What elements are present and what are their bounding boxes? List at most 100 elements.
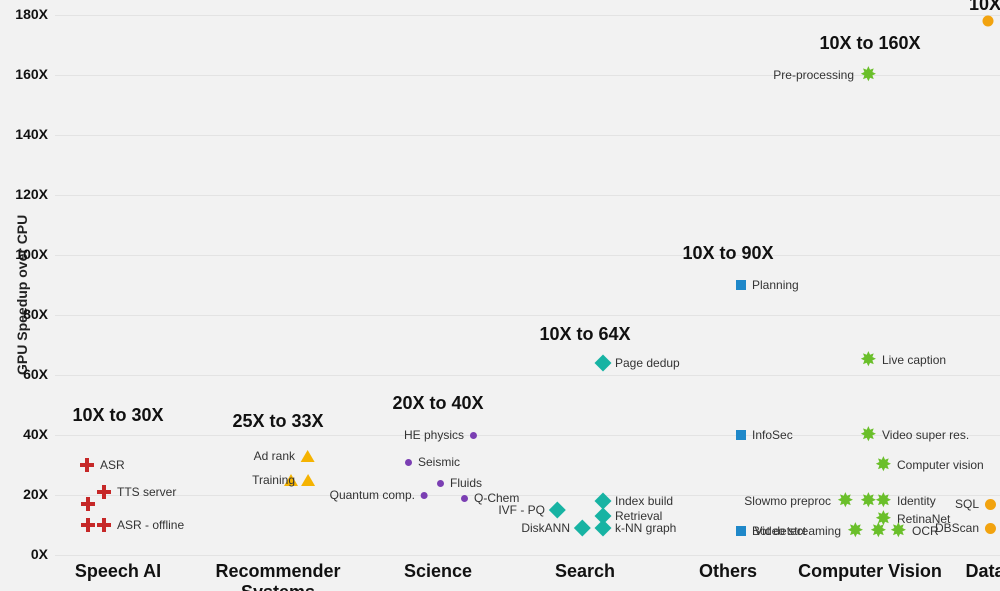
group-range-label: 10X to 160X [819,33,920,54]
y-tick-label: 40X [6,426,48,442]
y-tick-label: 160X [6,66,48,82]
triangle-marker [301,474,315,486]
data-point: TTS server [97,485,176,499]
data-point: DiskANN [521,521,588,535]
plus-marker [81,497,95,511]
y-tick-label: 20X [6,486,48,502]
data-point: Video streaming ✸ [755,523,864,539]
y-tick-label: 180X [6,6,48,22]
point-label: Index build [615,494,673,508]
data-point: ASR [80,458,125,472]
data-point: ✸ Video super res. [860,427,969,443]
star-marker: ✸ [875,493,891,509]
circle-marker [985,523,996,534]
group-range-label: 10X [969,0,1000,15]
y-tick-label: 140X [6,126,48,142]
data-point: ✸ [870,523,886,539]
y-tick-label: 60X [6,366,48,382]
point-label: Identity [897,494,936,508]
point-label: Video streaming [755,524,842,538]
point-label: k-NN graph [615,521,676,535]
diamond-marker [595,520,612,537]
data-point [81,497,95,511]
point-label: Computer vision [897,458,984,472]
gpu-speedup-chart: GPU Speedup over CPU0X20X40X60X80X100X12… [0,0,1000,591]
data-point: Ad rank [254,449,315,463]
y-axis-label: GPU Speedup over CPU [14,215,30,375]
triangle-marker [301,450,315,462]
point-label: Training [252,473,295,487]
dot-marker [470,432,477,439]
data-point: Index build [597,494,673,508]
data-point: k-NN graph [597,521,676,535]
star-marker: ✸ [890,523,906,539]
star-marker: ✸ [860,493,876,509]
point-label: HE physics [404,428,464,442]
grid-line [55,135,1000,136]
star-marker: ✸ [860,352,876,368]
data-point: SQL [955,497,996,511]
x-category-label: Search [555,561,615,582]
point-label: Slowmo preproc [744,494,831,508]
group-range-label: 10X to 30X [72,405,163,426]
dot-marker [421,492,428,499]
point-label: TTS server [117,485,176,499]
x-category-label: Others [699,561,757,582]
grid-line [55,555,1000,556]
circle-marker [985,499,996,510]
data-point: ASR - offline [97,518,184,532]
point-label: Pre-processing [773,68,854,82]
group-range-label: 10X to 64X [539,324,630,345]
dot-marker [461,495,468,502]
grid-line [55,195,1000,196]
point-label: ASR [100,458,125,472]
group-range-label: 20X to 40X [392,393,483,414]
diamond-marker [574,520,591,537]
x-category-label: Science [404,561,472,582]
star-marker: ✸ [847,523,863,539]
star-marker: ✸ [875,457,891,473]
diamond-marker [595,355,612,372]
plus-marker [80,458,94,472]
data-point [81,518,95,532]
point-label: InfoSec [752,428,793,442]
dot-marker [405,459,412,466]
data-point: Planning [736,278,799,292]
grid-line [55,15,1000,16]
grid-line [55,255,1000,256]
grid-line [55,435,1000,436]
square-marker [736,526,746,536]
data-point: Quantum comp. [330,488,428,502]
star-marker: ✸ [860,427,876,443]
y-tick-label: 0X [6,546,48,562]
y-tick-label: 80X [6,306,48,322]
point-label: Video super res. [882,428,969,442]
data-point [983,16,994,27]
point-label: IVF - PQ [498,503,545,517]
data-point: IVF - PQ [498,503,563,517]
diamond-marker [549,502,566,519]
grid-line [55,375,1000,376]
x-category-label: Computer Vision [798,561,942,582]
point-label: ASR - offline [117,518,184,532]
data-point: DBScan [935,521,996,535]
point-label: Ad rank [254,449,295,463]
square-marker [736,280,746,290]
plus-marker [81,518,95,532]
dot-marker [437,480,444,487]
point-label: Page dedup [615,356,680,370]
data-point: Fluids [437,476,482,490]
grid-line [55,495,1000,496]
data-point: ✸OCR [890,523,939,539]
data-point: ✸ Identity [875,493,936,509]
data-point: ✸ [860,493,876,509]
data-point: ✸Live caption [860,352,946,368]
data-point: Page dedup [597,356,680,370]
data-point: Seismic [405,455,460,469]
data-point: HE physics [404,428,477,442]
square-marker [736,430,746,440]
point-label: Seismic [418,455,460,469]
x-category-label: RecommenderSystems [215,561,340,591]
data-point: InfoSec [736,428,793,442]
point-label: DBScan [935,521,979,535]
